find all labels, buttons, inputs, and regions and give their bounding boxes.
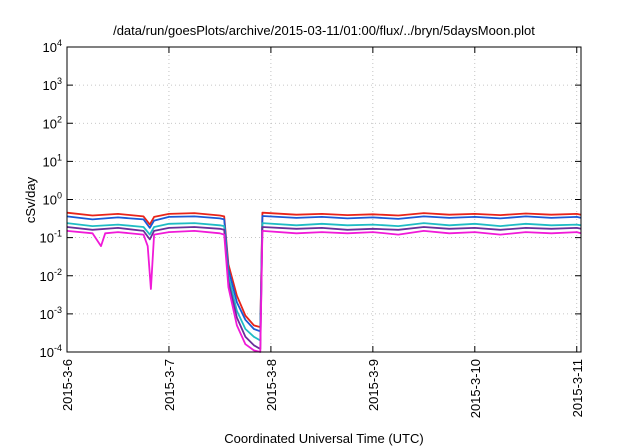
- y-tick-base: 10: [40, 307, 54, 322]
- y-tick-exponent: -3: [54, 305, 62, 315]
- y-tick-exponent: -2: [54, 267, 62, 277]
- y-tick-base: 10: [43, 154, 57, 169]
- y-tick-exponent: 0: [57, 191, 62, 201]
- x-tick-label: 2015-3-7: [162, 359, 177, 411]
- y-tick-base: 10: [43, 78, 57, 93]
- y-tick-exponent: 3: [57, 76, 62, 86]
- y-tick-label: 104: [43, 38, 62, 55]
- y-tick-base: 10: [43, 193, 57, 208]
- y-tick-label: 100: [43, 191, 62, 208]
- y-tick-label: 10-1: [40, 229, 62, 246]
- x-tick-label: 2015-3-10: [468, 359, 483, 418]
- tick-marks: [66, 46, 581, 353]
- series-group: [66, 211, 582, 353]
- y-tick-label: 10-4: [40, 343, 62, 360]
- y-tick-exponent: -1: [54, 229, 62, 239]
- y-tick-exponent: 2: [57, 114, 62, 124]
- x-tick-labels: 2015-3-6 2015-3-7 2015-3-8 2015-3-9 2015-3-1…: [60, 359, 585, 418]
- chart-title: /data/run/goesPlots/archive/2015-03-11/0…: [113, 23, 535, 38]
- x-axis-label: Coordinated Universal Time (UTC): [224, 431, 423, 446]
- y-tick-exponent: -4: [54, 343, 62, 353]
- y-tick-base: 10: [40, 269, 54, 284]
- y-axis-label: cSv/day: [23, 176, 38, 223]
- x-tick-label: 2015-3-11: [570, 359, 585, 417]
- y-tick-label: 101: [43, 152, 62, 169]
- y-tick-label: 103: [43, 76, 62, 93]
- x-tick-label: 2015-3-9: [366, 359, 381, 411]
- y-tick-base: 10: [40, 231, 54, 246]
- y-tick-label: 10-3: [40, 305, 62, 322]
- y-tick-base: 10: [43, 40, 57, 55]
- x-tick-label: 2015-3-6: [60, 359, 75, 411]
- series-line-5: [66, 229, 582, 353]
- y-tick-label: 102: [43, 114, 62, 131]
- x-tick-label: 2015-3-8: [264, 359, 279, 411]
- y-tick-base: 10: [43, 116, 57, 131]
- y-tick-base: 10: [40, 345, 54, 360]
- y-tick-exponent: 1: [57, 152, 62, 162]
- y-tick-exponent: 4: [57, 38, 62, 48]
- y-tick-label: 10-2: [40, 267, 62, 284]
